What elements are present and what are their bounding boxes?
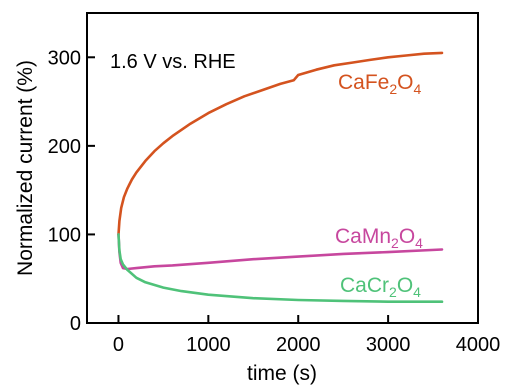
axis-ticks: 0 1000 2000 3000 4000 0 100 200 300 xyxy=(48,47,501,356)
x-tick-label: 0 xyxy=(113,334,124,356)
series-line-camn2o4 xyxy=(117,233,444,271)
x-axis-title: time (s) xyxy=(247,362,317,385)
condition-annotation: 1.6 V vs. RHE xyxy=(110,51,236,73)
y-tick-label: 0 xyxy=(70,313,81,335)
series-line-cafe2o4 xyxy=(117,51,444,236)
series-label-cacr2o4: CaCr2O4 xyxy=(340,274,421,300)
series-line-cacr2o4 xyxy=(117,233,444,304)
y-tick-label: 100 xyxy=(48,224,81,246)
y-tick-label: 300 xyxy=(48,47,81,69)
x-tick-label: 4000 xyxy=(456,334,501,356)
plot-frame xyxy=(86,12,479,324)
y-axis-title: Normalized current (%) xyxy=(14,60,37,276)
x-tick-label: 2000 xyxy=(276,334,321,356)
y-tick-label: 200 xyxy=(48,136,81,158)
series-lines xyxy=(117,51,444,304)
series-label-camn2o4: CaMn2O4 xyxy=(335,225,423,251)
series-label-cafe2o4: CaFe2O4 xyxy=(338,71,422,97)
x-tick-label: 1000 xyxy=(186,334,231,356)
x-tick-label: 3000 xyxy=(366,334,411,356)
